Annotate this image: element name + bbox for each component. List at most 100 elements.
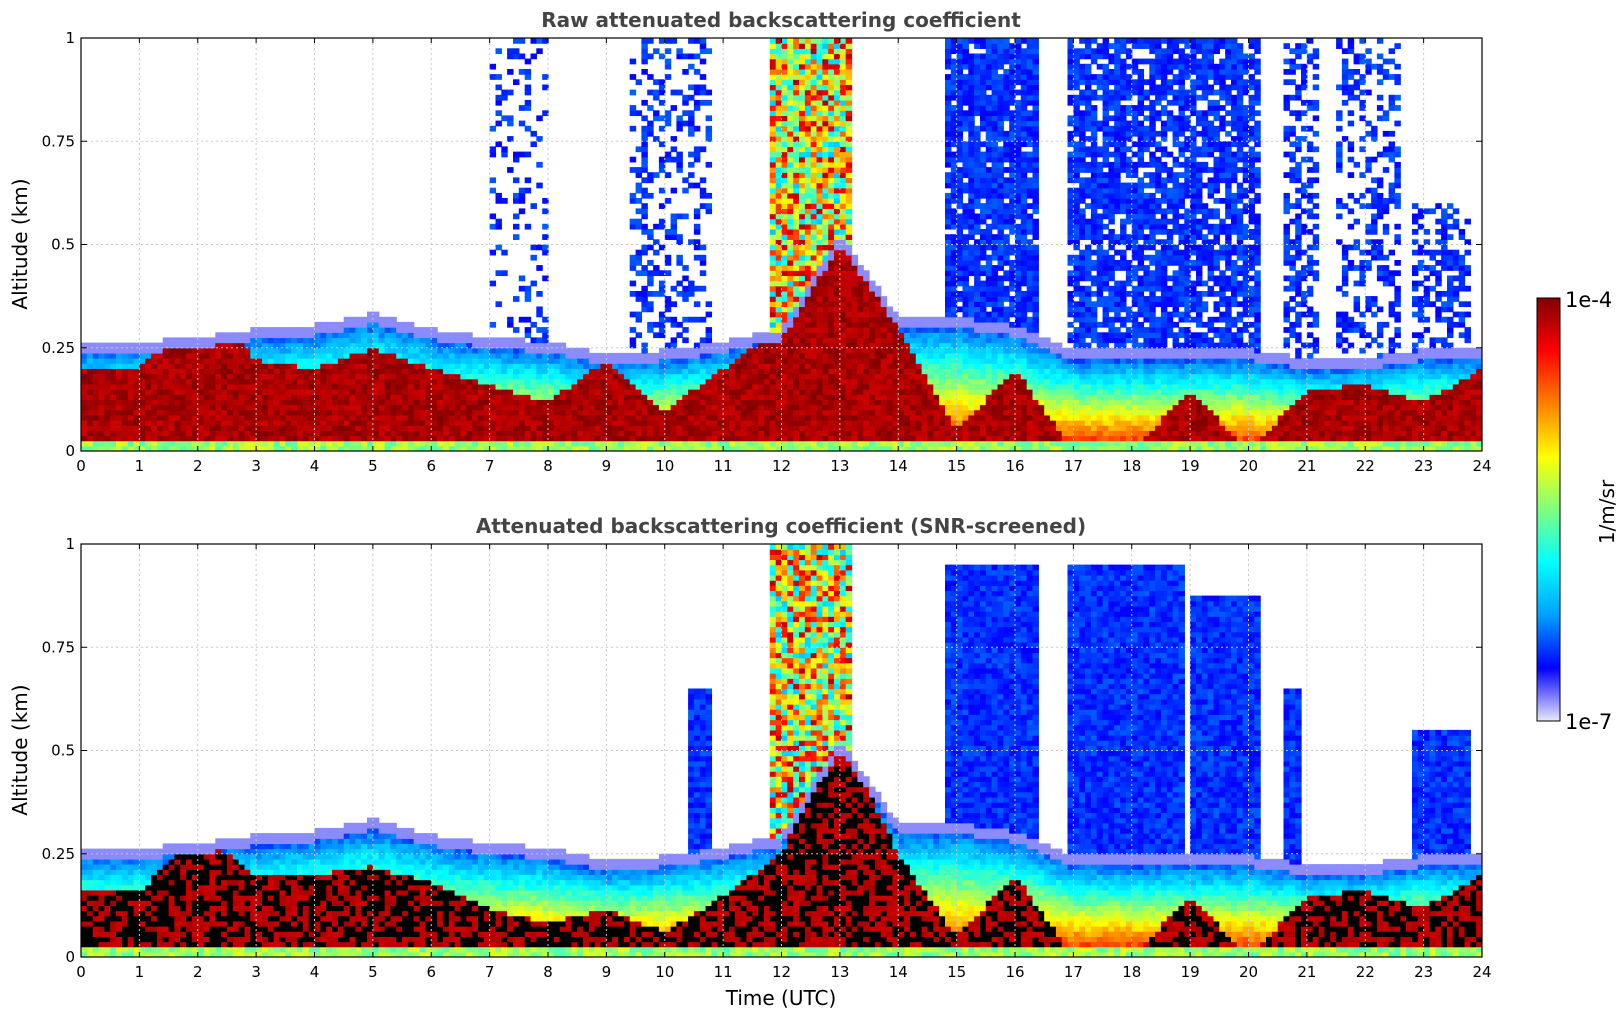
heatmap-cell — [81, 430, 88, 437]
heatmap-cell — [302, 404, 310, 411]
heatmap-cell — [384, 404, 392, 411]
heatmap-cell — [244, 420, 251, 426]
heatmap-cell — [285, 352, 292, 359]
heatmap-cell — [787, 141, 794, 148]
heatmap-cell — [682, 394, 689, 400]
heatmap-cell — [361, 389, 368, 395]
heatmap-cell — [635, 394, 643, 400]
heatmap-cell — [793, 38, 800, 44]
heatmap-cell — [226, 414, 234, 421]
heatmap-cell — [775, 409, 783, 416]
heatmap-cell — [226, 430, 234, 437]
heatmap-cell — [729, 389, 736, 395]
heatmap-cell — [834, 48, 841, 55]
heatmap-cell — [658, 383, 666, 390]
heatmap-cell — [880, 358, 888, 364]
heatmap-cell — [793, 151, 800, 158]
heatmap-cell — [939, 368, 946, 375]
heatmap-cell — [390, 435, 397, 442]
heatmap-cell — [945, 172, 952, 178]
heatmap-cell — [863, 378, 870, 385]
heatmap-cell — [717, 394, 724, 400]
heatmap-cell — [787, 430, 794, 437]
heatmap-cell — [799, 125, 806, 132]
heatmap-cell — [332, 358, 339, 364]
heatmap-cell — [623, 440, 631, 447]
heatmap-cell — [834, 203, 841, 209]
heatmap-cell — [845, 79, 853, 86]
heatmap-cell — [962, 223, 969, 230]
heatmap-cell — [863, 383, 870, 390]
heatmap-cell — [390, 327, 397, 333]
heatmap-cell — [863, 399, 870, 406]
heatmap-cell — [834, 383, 841, 390]
heatmap-cell — [209, 358, 216, 364]
heatmap-cell — [822, 94, 829, 101]
heatmap-cell — [787, 306, 794, 313]
heatmap-cell — [168, 342, 176, 349]
heatmap-cell — [524, 368, 532, 375]
heatmap-cell — [839, 53, 847, 60]
heatmap-cell — [968, 249, 975, 256]
heatmap-cell — [378, 414, 386, 421]
heatmap-cell — [658, 218, 666, 225]
heatmap-cell — [174, 430, 181, 437]
heatmap-cell — [337, 440, 345, 447]
heatmap-cell — [956, 58, 964, 65]
heatmap-cell — [326, 409, 333, 416]
heatmap-cell — [705, 125, 713, 132]
heatmap-cell — [810, 275, 818, 282]
heatmap-cell — [839, 285, 847, 292]
heatmap-cell — [308, 337, 316, 344]
heatmap-cell — [810, 94, 818, 101]
heatmap-cell — [950, 332, 958, 339]
heatmap-cell — [209, 445, 216, 451]
heatmap-cell — [968, 404, 975, 411]
heatmap-cell — [822, 260, 829, 266]
heatmap-cell — [653, 270, 660, 277]
heatmap-cell — [822, 311, 829, 318]
heatmap-cell — [92, 435, 100, 442]
heatmap-cell — [145, 445, 152, 451]
heatmap-cell — [962, 321, 969, 328]
heatmap-cell — [804, 161, 812, 168]
heatmap-cell — [116, 409, 123, 416]
heatmap-cell — [775, 275, 783, 282]
heatmap-cell — [343, 430, 351, 437]
heatmap-cell — [501, 404, 508, 411]
heatmap-cell — [577, 440, 584, 447]
heatmap-cell — [530, 420, 537, 426]
heatmap-cell — [828, 120, 835, 127]
heatmap-cell — [285, 399, 292, 406]
heatmap-cell — [320, 358, 327, 364]
heatmap-cell — [641, 291, 648, 297]
heatmap-cell — [746, 347, 753, 354]
heatmap-cell — [396, 352, 403, 359]
heatmap-cell — [635, 182, 643, 189]
heatmap-cell — [635, 440, 643, 447]
heatmap-cell — [291, 409, 298, 416]
heatmap-cell — [915, 337, 923, 344]
heatmap-cell — [81, 445, 88, 451]
heatmap-cell — [816, 373, 823, 380]
heatmap-cell — [804, 404, 812, 411]
heatmap-cell — [839, 58, 847, 65]
heatmap-cell — [425, 327, 432, 333]
heatmap-cell — [764, 358, 771, 364]
heatmap-cell — [892, 358, 899, 364]
heatmap-cell — [927, 368, 934, 375]
heatmap-cell — [834, 172, 841, 178]
heatmap-cell — [874, 378, 882, 385]
heatmap-cell — [425, 394, 432, 400]
heatmap-cell — [121, 383, 129, 390]
heatmap-cell — [641, 187, 648, 194]
heatmap-cell — [413, 440, 421, 447]
heatmap-cell — [886, 435, 894, 442]
heatmap-cell — [816, 161, 823, 168]
heatmap-cell — [921, 404, 929, 411]
heatmap-cell — [478, 347, 485, 354]
heatmap-cell — [384, 352, 392, 359]
heatmap-cell — [945, 99, 952, 106]
heatmap-cell — [939, 409, 946, 416]
heatmap-cell — [390, 342, 397, 349]
